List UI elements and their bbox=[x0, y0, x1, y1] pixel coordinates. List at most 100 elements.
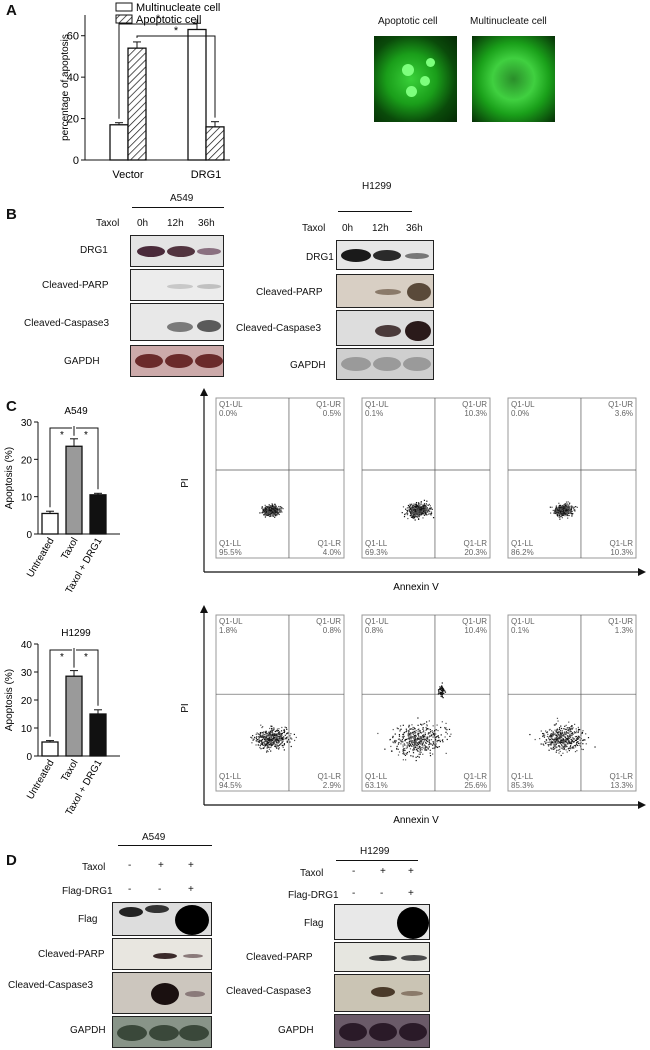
blot-d-h1299-flag bbox=[334, 904, 430, 940]
flow-bottom-q-ur: Q1-UR bbox=[462, 617, 487, 626]
c-a549-sig-star: * bbox=[84, 430, 88, 441]
flow-top-plot-frame bbox=[361, 397, 491, 559]
panel-label-c: C bbox=[6, 398, 17, 415]
b-h1299-taxol: Taxol bbox=[302, 223, 326, 234]
micrograph-multinucleate bbox=[472, 36, 555, 122]
flow-top-q-ll-val: 95.5% bbox=[219, 548, 242, 557]
panel-label-b: B bbox=[6, 206, 17, 223]
flow-bottom-q-ll-val: 85.3% bbox=[511, 781, 534, 790]
a-bar bbox=[127, 47, 147, 161]
micro-label-apoptotic: Apoptotic cell bbox=[378, 16, 438, 27]
c-a549-title: A549 bbox=[64, 406, 88, 417]
flow-top-q-ur: Q1-UR bbox=[316, 400, 341, 409]
d-h1299-taxol-s2: + bbox=[380, 866, 386, 877]
d-a549-flagdrg1: Flag-DRG1 bbox=[62, 886, 113, 897]
d-a549-row-gapdh: GAPDH bbox=[70, 1025, 106, 1036]
flow-bottom-q-ll-val: 63.1% bbox=[365, 781, 388, 790]
d-a549-taxol: Taxol bbox=[82, 862, 106, 873]
flow-bottom-plot-frame bbox=[361, 614, 491, 792]
c-a549-xtick-label: Taxol bbox=[59, 536, 80, 562]
flow-bottom-ylabel: PI bbox=[180, 703, 191, 712]
a-ylabel: percentage of apoptosis bbox=[60, 34, 71, 141]
flow-bottom-q-lr-val: 13.3% bbox=[610, 781, 633, 790]
flow-top-q-ul: Q1-UL bbox=[365, 400, 389, 409]
flow-bottom-q-ll-val: 94.5% bbox=[219, 781, 242, 790]
flow-bottom-q-ul-val: 0.8% bbox=[365, 626, 383, 635]
flow-bottom-q-ul-val: 1.8% bbox=[219, 626, 237, 635]
micrograph-apoptotic bbox=[374, 36, 457, 122]
c-a549-bar bbox=[89, 494, 107, 535]
d-h1299-title: H1299 bbox=[360, 846, 390, 857]
c-h1299-sig-bracket bbox=[76, 649, 99, 706]
b-a549-row-parp: Cleaved-PARP bbox=[42, 280, 109, 291]
flow-bottom-xlabel: Annexin V bbox=[393, 815, 439, 826]
d-h1299-flag-s3: + bbox=[408, 888, 414, 899]
d-a549-row-casp3: Cleaved-Caspase3 bbox=[8, 980, 94, 991]
a-bar bbox=[187, 28, 207, 161]
c-h1299-ytick-label: 10 bbox=[21, 724, 33, 735]
d-a549-flag-s1: - bbox=[128, 884, 132, 895]
flow-bottom-q-ll: Q1-LL bbox=[219, 772, 242, 781]
blot-d-h1299-parp bbox=[334, 942, 430, 972]
b-a549-title: A549 bbox=[170, 193, 194, 204]
flow-bottom-q-ul: Q1-UL bbox=[511, 617, 535, 626]
d-h1299-flagdrg1: Flag-DRG1 bbox=[288, 890, 339, 901]
d-h1299-flag-s1: - bbox=[352, 888, 356, 899]
b-a549-row-casp3: Cleaved-Caspase3 bbox=[24, 318, 110, 329]
blot-d-a549-parp bbox=[112, 938, 212, 970]
c-h1299-ytick-label: 40 bbox=[21, 640, 33, 651]
chart-c-h1299: H1299 0 10 20 30 40 Apoptosis (%) Untreated Taxo… bbox=[4, 628, 120, 818]
d-h1299-taxol-s3: + bbox=[408, 866, 414, 877]
flow-bottom-y-arrowhead bbox=[200, 605, 208, 613]
c-h1299-ytick-label: 0 bbox=[26, 752, 32, 763]
c-h1299-title: H1299 bbox=[61, 628, 91, 639]
d-h1299-row-parp: Cleaved-PARP bbox=[246, 952, 313, 963]
flow-top-q-ul-val: 0.1% bbox=[365, 409, 383, 418]
b-a549-row-gapdh: GAPDH bbox=[64, 356, 100, 367]
blot-d-a549-flag bbox=[112, 902, 212, 936]
b-a549-time-12: 12h bbox=[167, 218, 184, 229]
c-a549-sig-bracket bbox=[76, 427, 99, 490]
blot-d-a549-casp3 bbox=[112, 972, 212, 1014]
blot-b-a549-casp3 bbox=[130, 303, 224, 341]
flow-bottom-q-ur: Q1-UR bbox=[316, 617, 341, 626]
a-sig-bracket bbox=[118, 19, 198, 119]
panel-label-d: D bbox=[6, 852, 17, 869]
c-h1299-xtick-label: Untreated bbox=[25, 758, 56, 802]
flow-bottom-q-ll: Q1-LL bbox=[365, 772, 388, 781]
flow-top-q-lr-val: 20.3% bbox=[464, 548, 487, 557]
c-a549-ytick-label: 0 bbox=[26, 530, 32, 541]
a-sig-bracket bbox=[136, 35, 216, 118]
c-a549-sig-bracket bbox=[49, 427, 72, 508]
b-h1299-time-36: 36h bbox=[406, 223, 423, 234]
flow-bottom-q-lr: Q1-LR bbox=[609, 772, 633, 781]
flow-bottom-q-ll: Q1-LL bbox=[511, 772, 534, 781]
flow-top-q-ll: Q1-LL bbox=[219, 539, 242, 548]
a-sig-star: * bbox=[174, 25, 179, 37]
d-a549-taxol-s2: + bbox=[158, 860, 164, 871]
d-a549-flag-s2: - bbox=[158, 884, 162, 895]
flow-bottom-plot-frame bbox=[507, 614, 637, 792]
d-h1299-taxol: Taxol bbox=[300, 868, 324, 879]
a-legend-label: Multinucleate cell bbox=[136, 2, 220, 14]
flow-top-q-lr: Q1-LR bbox=[317, 539, 341, 548]
flow-bottom-q-ul: Q1-UL bbox=[219, 617, 243, 626]
b-a549-row-drg1: DRG1 bbox=[80, 245, 108, 256]
c-a549-ylabel: Apoptosis (%) bbox=[4, 447, 15, 509]
a-ytick-label: 40 bbox=[67, 72, 79, 84]
blot-d-h1299-gapdh bbox=[334, 1014, 430, 1048]
flow-top-q-lr-val: 4.0% bbox=[323, 548, 341, 557]
c-h1299-bar bbox=[89, 713, 107, 757]
d-h1299-row-gapdh: GAPDH bbox=[278, 1025, 314, 1036]
d-h1299-taxol-s1: - bbox=[352, 866, 356, 877]
flow-top-q-ur: Q1-UR bbox=[462, 400, 487, 409]
d-a549-row-flag: Flag bbox=[78, 914, 98, 925]
d-h1299-row-flag: Flag bbox=[304, 918, 324, 929]
blot-b-a549-parp bbox=[130, 269, 224, 301]
blot-b-h1299-parp bbox=[336, 274, 434, 308]
